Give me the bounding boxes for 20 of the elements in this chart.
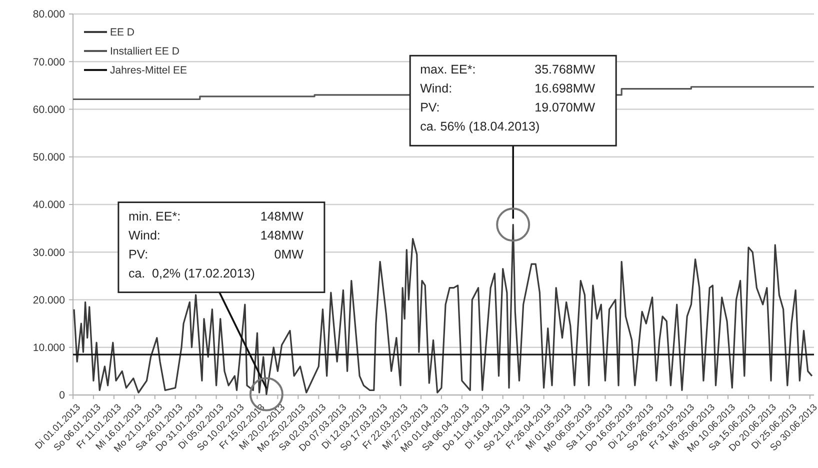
text: Wind: 148MW bbox=[128, 228, 304, 242]
y-tick-label: 20.000 bbox=[32, 294, 66, 306]
y-tick-label: 80.000 bbox=[32, 8, 66, 21]
y-tick-label: 60.000 bbox=[32, 104, 66, 116]
text: min. EE*: 148MW bbox=[128, 209, 304, 224]
y-tick-label: 10.000 bbox=[32, 342, 66, 354]
annotation: ca. 56% (18.04.2013) bbox=[420, 120, 540, 134]
y-tick-label: 40.000 bbox=[32, 199, 66, 212]
legend-label: Installiert EE D bbox=[110, 46, 180, 58]
y-tick-label: 50.000 bbox=[32, 152, 66, 164]
text: max. EE*: 35.768MW bbox=[420, 62, 596, 77]
y-tick-label: 0 bbox=[59, 390, 66, 402]
y-tick-label: 70.000 bbox=[32, 56, 66, 68]
text: PV: 19.070MW bbox=[420, 100, 596, 115]
legend-label: Jahres-Mittel EE bbox=[110, 64, 188, 77]
text: PV: 0MW bbox=[128, 247, 304, 262]
text: Wind: 16.698MW bbox=[420, 82, 596, 96]
annotation: ca. 0,2% (17.02.2013) bbox=[128, 266, 255, 280]
y-tick-label: 30.000 bbox=[32, 246, 66, 259]
legend-label: EE D bbox=[110, 26, 135, 39]
